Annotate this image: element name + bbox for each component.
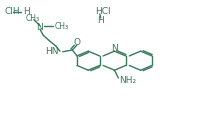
Text: HCl: HCl [95,7,111,16]
Text: H: H [24,7,30,16]
Text: ClH: ClH [4,7,20,16]
Text: O: O [74,38,81,47]
Text: CH₃: CH₃ [55,22,69,31]
Text: N: N [111,44,118,53]
Text: NH₂: NH₂ [119,76,136,85]
Text: N: N [37,23,43,32]
Text: HN: HN [45,47,59,56]
Text: CH₃: CH₃ [25,14,39,23]
Text: H: H [97,16,104,25]
